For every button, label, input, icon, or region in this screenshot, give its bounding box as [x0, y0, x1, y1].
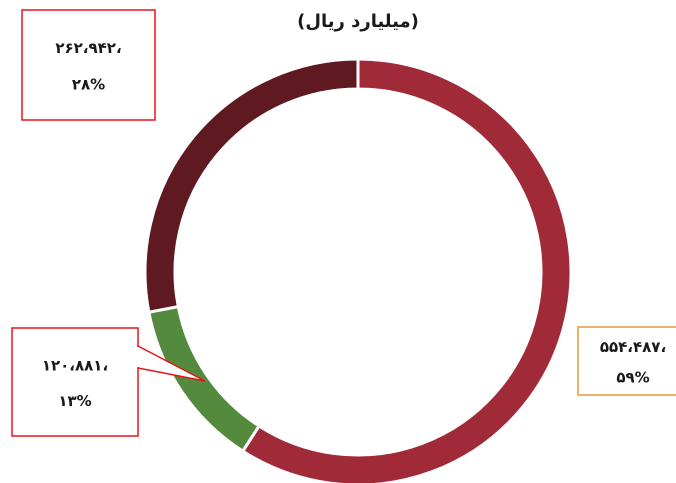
value-label: ۵۵۴،۴۸۷، — [600, 338, 666, 356]
percent-label: ۲۸% — [72, 75, 105, 93]
slice — [143, 57, 360, 314]
label-box — [577, 326, 676, 396]
label-box — [11, 327, 139, 437]
chart-title: (میلیارد ریال) — [297, 11, 419, 32]
value-label: ۱۲۰،۸۸۱، — [42, 356, 108, 374]
label-box — [21, 9, 156, 121]
data-labels: ۵۵۴،۴۸۷، ۵۹% ۱۲۰،۸۸۱، ۱۳% ۲۶۲،۹۴۲، ۲۸% — [11, 9, 676, 437]
slice — [147, 304, 262, 454]
percent-label: ۱۳% — [58, 392, 91, 410]
value-label: ۲۶۲،۹۴۲، — [55, 39, 121, 57]
donut — [143, 57, 573, 483]
percent-label: ۵۹% — [616, 369, 649, 387]
slice — [240, 57, 573, 483]
pointer-join — [137, 347, 139, 367]
